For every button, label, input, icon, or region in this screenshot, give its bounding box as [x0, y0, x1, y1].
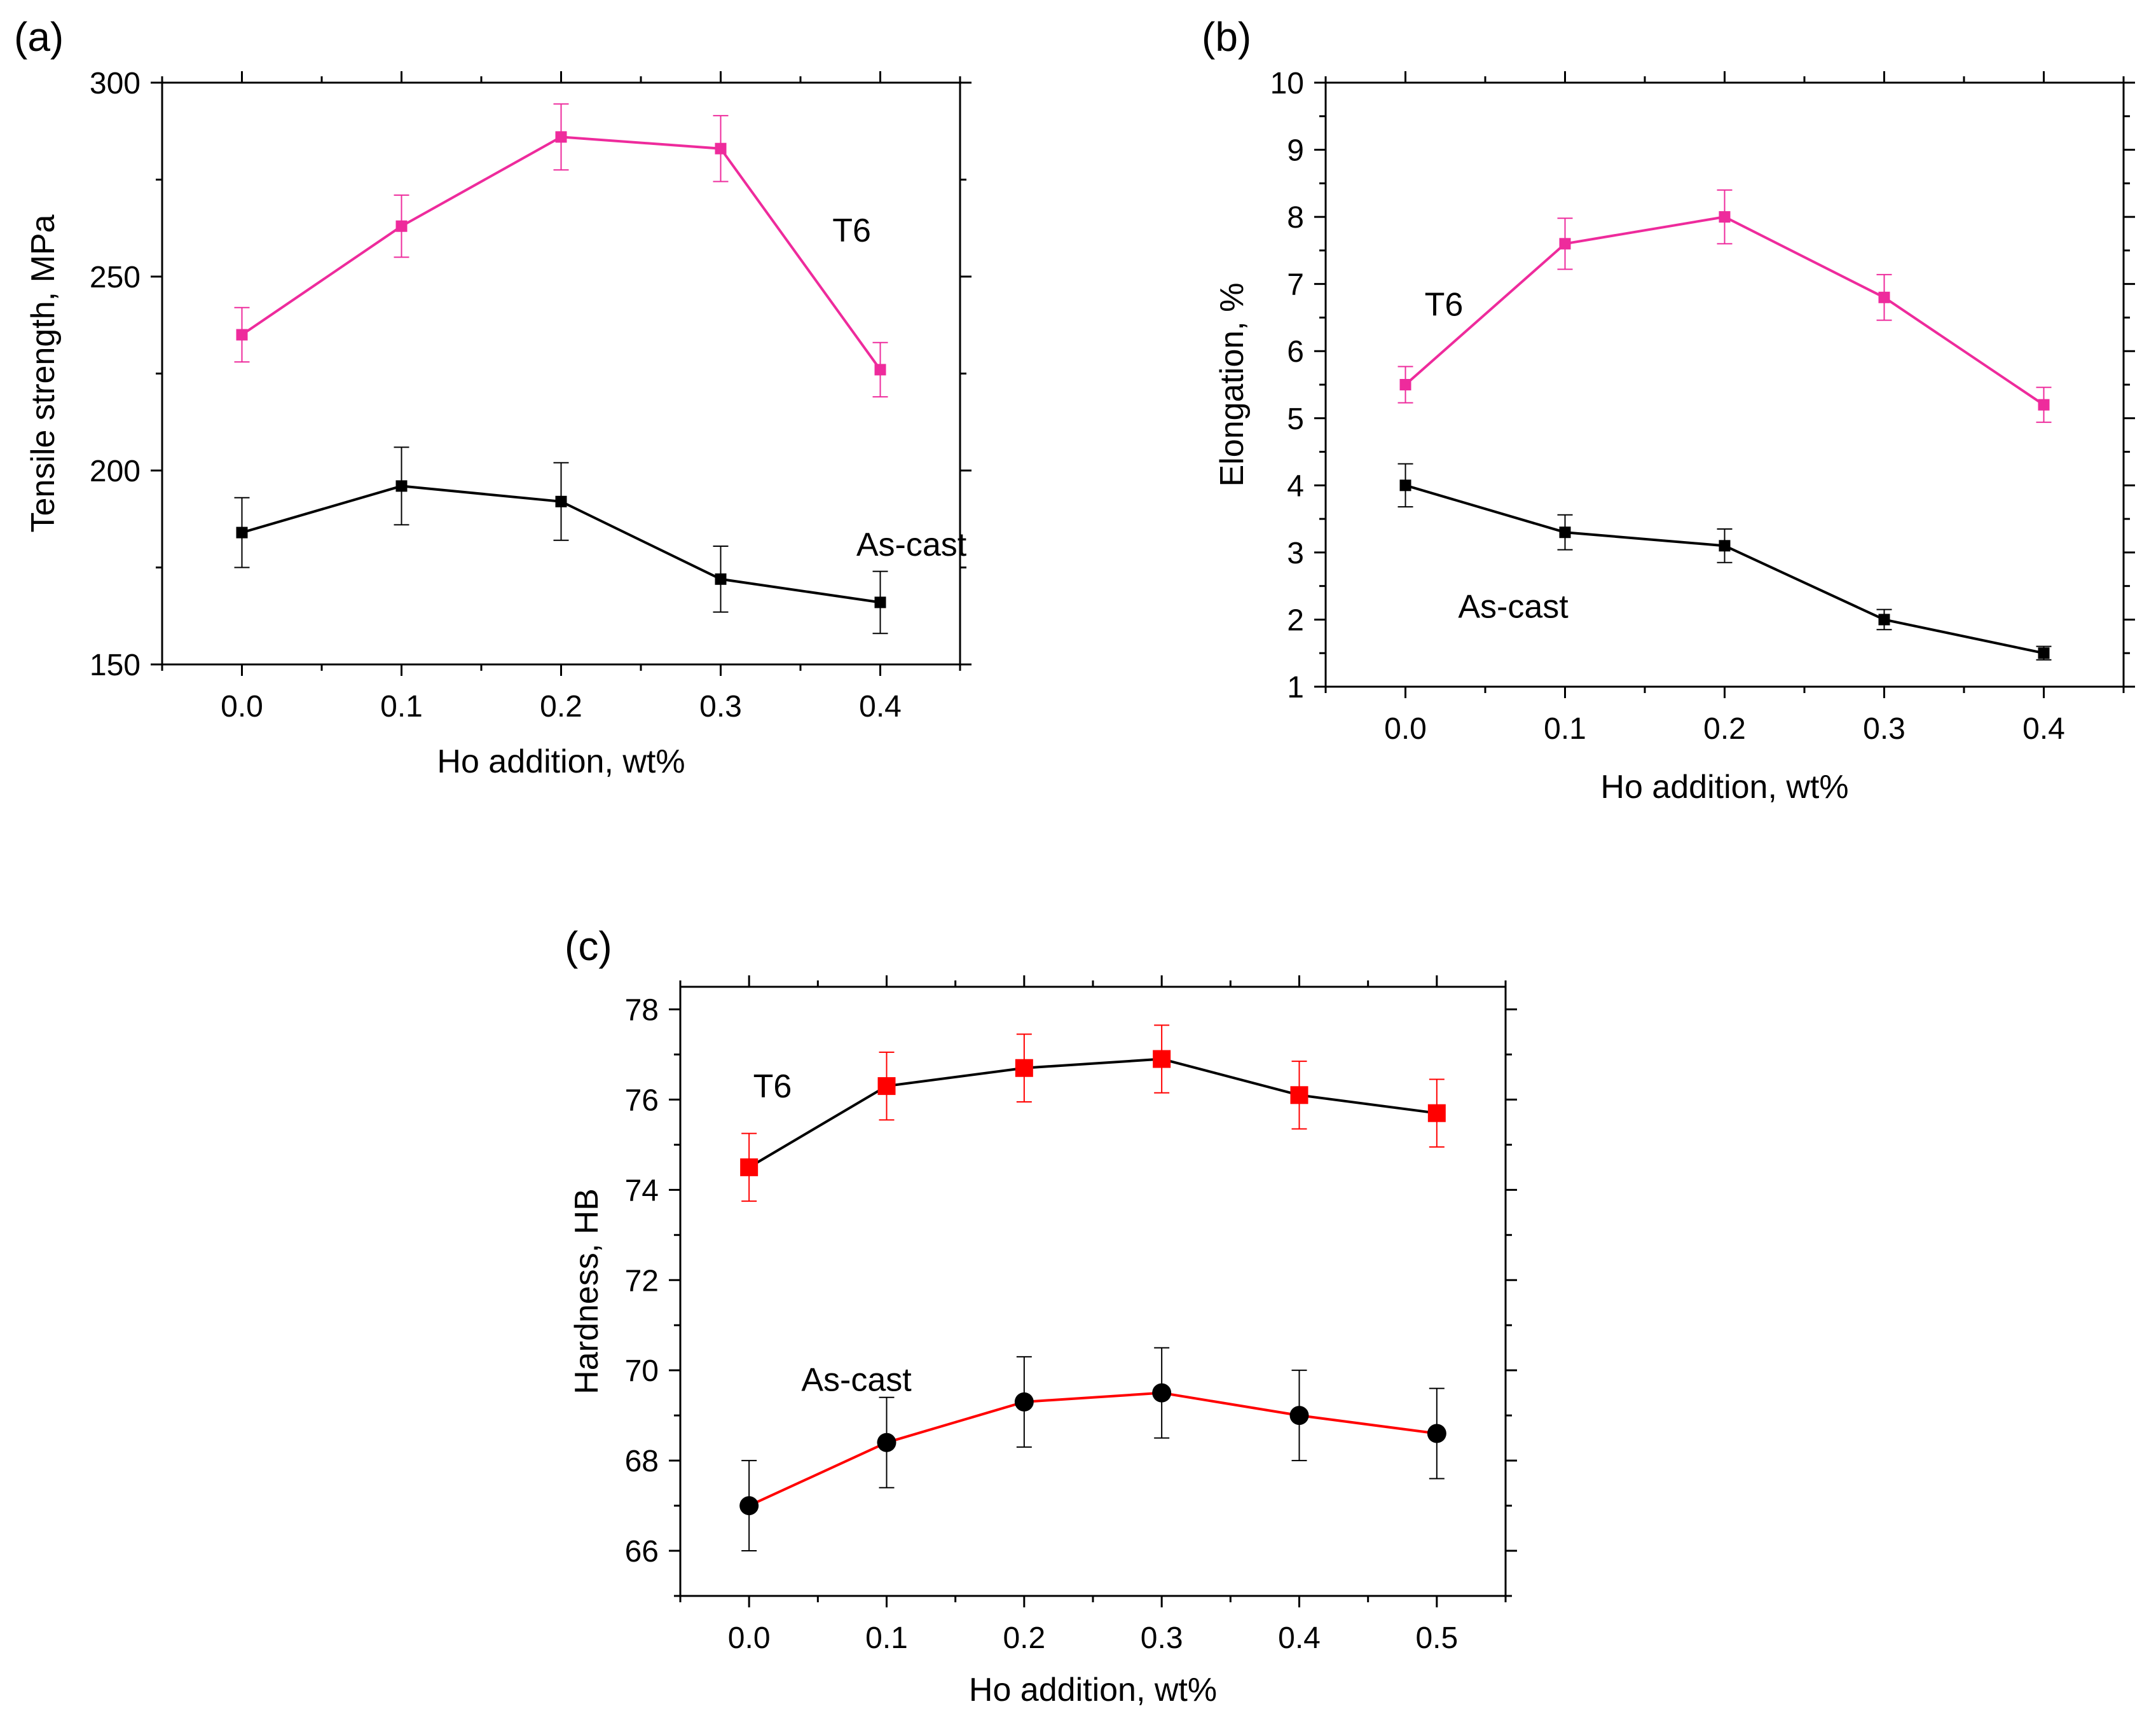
- data-point: [555, 131, 567, 143]
- data-point: [1153, 1050, 1171, 1068]
- x-tick-label: 0.0: [1384, 712, 1427, 746]
- y-axis-title: Hardness, HB: [568, 1188, 605, 1394]
- data-point: [1427, 1104, 1446, 1122]
- series-t6: [234, 103, 888, 398]
- series-annotation: As-cast: [1458, 588, 1569, 625]
- y-tick-label: 1: [1287, 671, 1304, 704]
- series-annotation: As-cast: [801, 1361, 912, 1398]
- data-point: [1399, 379, 1411, 390]
- y-tick-label: 66: [625, 1535, 659, 1569]
- series-annotation: T6: [753, 1068, 792, 1105]
- y-tick-label: 10: [1270, 67, 1304, 100]
- y-tick-label: 74: [625, 1174, 659, 1207]
- data-point: [555, 495, 567, 507]
- data-point: [1152, 1383, 1172, 1403]
- x-tick-label: 0.1: [380, 690, 423, 724]
- series-line: [748, 1057, 1438, 1169]
- x-tick-label: 0.2: [540, 690, 582, 724]
- x-tick-label: 0.5: [1415, 1621, 1458, 1655]
- y-tick-label: 70: [625, 1354, 659, 1388]
- data-point: [1289, 1406, 1309, 1426]
- series-annotation: T6: [832, 212, 871, 249]
- x-tick-label: 0.2: [1703, 712, 1746, 746]
- y-tick-label: 6: [1287, 335, 1304, 369]
- data-point: [1559, 526, 1571, 539]
- series-line: [748, 1391, 1438, 1507]
- x-tick-label: 0.1: [1544, 712, 1586, 746]
- panel-c-letter: (c): [565, 923, 612, 969]
- x-tick-label: 0.3: [699, 690, 742, 724]
- x-tick-label: 0.0: [728, 1621, 771, 1655]
- data-point: [236, 526, 248, 539]
- data-point: [1427, 1424, 1446, 1443]
- x-tick-label: 0.3: [1141, 1621, 1183, 1655]
- data-point: [2038, 399, 2050, 411]
- series-annotation: T6: [1425, 286, 1464, 323]
- series-t6: [740, 1024, 1446, 1202]
- data-point: [874, 364, 886, 376]
- panel-a: (a) 0.0 0.1 0.2 0.3 0.4 150 200 250 300 Ho additi…: [14, 14, 972, 780]
- y-tick-label: 2: [1287, 603, 1304, 637]
- data-point: [874, 596, 886, 608]
- data-point: [1559, 238, 1571, 250]
- data-point: [1878, 291, 1890, 303]
- data-point: [1290, 1086, 1308, 1104]
- data-point: [1878, 614, 1890, 626]
- panel-a-letter: (a): [14, 14, 64, 60]
- series-annotation: As-cast: [856, 526, 967, 563]
- data-point: [395, 220, 408, 232]
- x-axis-title: Ho addition, wt%: [437, 743, 685, 780]
- x-tick-label: 0.1: [865, 1621, 908, 1655]
- y-tick-label: 68: [625, 1445, 659, 1478]
- data-point: [715, 142, 727, 155]
- y-tick-label: 200: [90, 455, 141, 488]
- data-point: [1399, 479, 1411, 491]
- series-as-cast: [1397, 463, 2052, 661]
- panel-c: (c) 0.0 0.1 0.2 0.3 0.4 0.5 66 68 70 72 74 76 78 Ho a…: [565, 923, 1517, 1708]
- data-point: [1015, 1059, 1033, 1077]
- panel-b: (b) 0.0 0.1 0.2 0.3 0.4 1 2 3 4 5 6 7 8 9 10 Ho additio…: [1202, 14, 2135, 806]
- data-point: [395, 480, 408, 492]
- data-point: [1719, 540, 1731, 552]
- x-tick-label: 0.0: [221, 690, 263, 724]
- x-axis-title: Ho addition, wt%: [969, 1672, 1217, 1708]
- y-tick-label: 3: [1287, 537, 1304, 570]
- data-point: [877, 1077, 896, 1096]
- x-tick-label: 0.4: [859, 690, 902, 724]
- series-t6: [1397, 189, 2052, 423]
- x-tick-label: 0.4: [2022, 712, 2065, 746]
- data-point: [236, 329, 248, 341]
- x-tick-label: 0.3: [1863, 712, 1905, 746]
- y-tick-label: 4: [1287, 469, 1304, 503]
- series-as-cast: [234, 446, 888, 635]
- y-tick-label: 8: [1287, 201, 1304, 235]
- y-tick-label: 9: [1287, 134, 1304, 168]
- data-point: [1719, 211, 1731, 223]
- y-tick-label: 250: [90, 261, 141, 294]
- y-axis-title: Tensile strength, MPa: [25, 214, 62, 532]
- y-tick-label: 300: [90, 67, 141, 100]
- x-tick-label: 0.4: [1278, 1621, 1321, 1655]
- series-as-cast: [739, 1347, 1446, 1552]
- data-point: [2038, 647, 2050, 659]
- data-point: [1014, 1392, 1034, 1412]
- data-point: [740, 1158, 759, 1176]
- data-point: [877, 1433, 896, 1452]
- y-tick-label: 7: [1287, 268, 1304, 302]
- y-tick-label: 78: [625, 993, 659, 1027]
- y-tick-label: 150: [90, 649, 141, 682]
- data-point: [715, 573, 727, 585]
- y-tick-label: 5: [1287, 402, 1304, 436]
- x-axis-title: Ho addition, wt%: [1600, 769, 1848, 806]
- y-tick-label: 72: [625, 1264, 659, 1298]
- y-axis-title: Elongation, %: [1214, 283, 1251, 487]
- y-tick-label: 76: [625, 1083, 659, 1117]
- x-tick-label: 0.2: [1003, 1621, 1045, 1655]
- panel-b-letter: (b): [1202, 14, 1251, 60]
- data-point: [739, 1496, 759, 1516]
